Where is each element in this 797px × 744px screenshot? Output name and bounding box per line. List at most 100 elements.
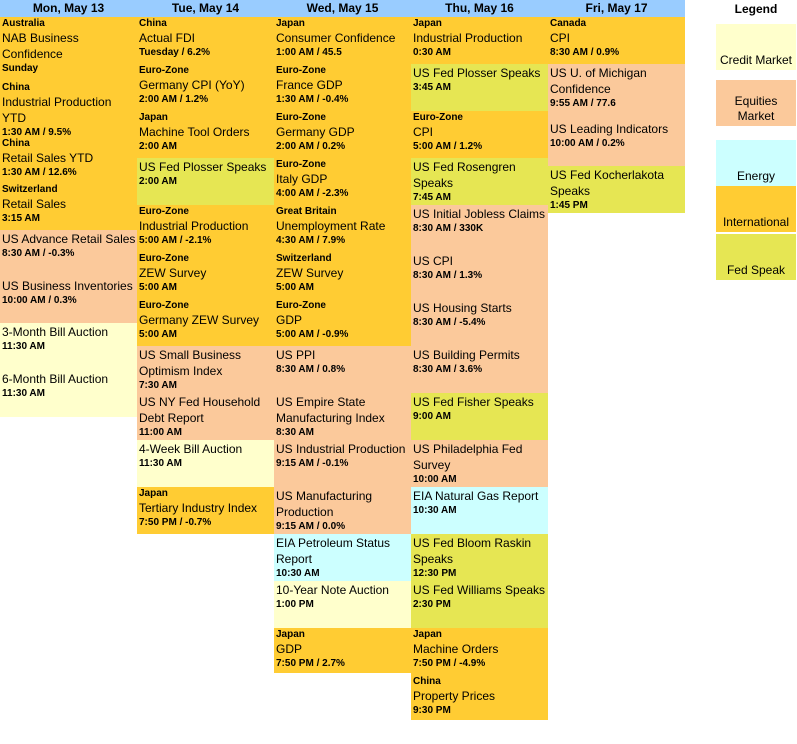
event-time: 2:00 AM / 0.2% (276, 140, 411, 153)
event-name: GDP (276, 312, 411, 328)
event-name: EIA Natural Gas Report (413, 488, 548, 504)
event-name: CPI (550, 30, 685, 46)
event-time: 4:00 AM / -2.3% (276, 187, 411, 200)
event-name: US Business Inventories (2, 278, 137, 294)
event-item: US Building Permits 8:30 AM / 3.6% (411, 346, 548, 393)
event-name: Germany CPI (YoY) (139, 77, 274, 93)
event-name: France GDP (276, 77, 411, 93)
event-name: Germany GDP (276, 124, 411, 140)
event-item: US Fed Bloom Raskin Speaks 12:30 PM (411, 534, 548, 581)
event-name: NAB Business Confidence (2, 30, 137, 62)
event-region: Canada (550, 18, 685, 30)
event-name: US NY Fed Household Debt Report (139, 394, 274, 426)
event-name: US Manufacturing Production (276, 488, 411, 520)
event-time: 9:55 AM / 77.6 (550, 97, 685, 110)
event-time: 8:30 AM / 1.3% (413, 269, 548, 282)
event-item: US PPI 8:30 AM / 0.8% (274, 346, 411, 393)
event-region: Euro-Zone (139, 300, 274, 312)
event-item: Australia NAB Business Confidence Sunday (0, 17, 137, 81)
event-time: 5:00 AM / 1.2% (413, 140, 548, 153)
event-name: US Fed Bloom Raskin Speaks (413, 535, 548, 567)
day-header: Mon, May 13 (0, 0, 137, 17)
event-item: Euro-Zone ZEW Survey 5:00 AM (137, 252, 274, 299)
event-item: China Property Prices 9:30 PM (411, 675, 548, 720)
day-column: Japan Consumer Confidence 1:00 AM / 45.5 Eu… (274, 17, 411, 673)
event-time: 8:30 AM (276, 426, 411, 439)
event-region: Great Britain (276, 206, 411, 218)
event-region: Euro-Zone (276, 65, 411, 77)
event-time: 8:30 AM / 330K (413, 222, 548, 235)
event-item: US Business Inventories 10:00 AM / 0.3% (0, 277, 137, 323)
event-time: 11:00 AM (139, 426, 274, 439)
day-header: Fri, May 17 (548, 0, 685, 17)
event-time: 2:00 AM (139, 175, 274, 188)
event-name: Industrial Production (413, 30, 548, 46)
event-time: 2:00 AM / 1.2% (139, 93, 274, 106)
event-name: US Initial Jobless Claims (413, 206, 548, 222)
event-time: 8:30 AM / 0.9% (550, 46, 685, 59)
event-region: Euro-Zone (139, 253, 274, 265)
event-item: US U. of Michigan Confidence 9:55 AM / 77… (548, 64, 685, 120)
legend-item-credit: Credit Market (716, 24, 796, 70)
event-time: 11:30 AM (2, 387, 137, 400)
event-region: Euro-Zone (276, 300, 411, 312)
legend-item-international: International (716, 186, 796, 232)
event-time: 2:00 AM (139, 140, 274, 153)
event-item: China Actual FDI Tuesday / 6.2% (137, 17, 274, 64)
event-name: US CPI (413, 253, 548, 269)
event-item: Euro-Zone Germany GDP 2:00 AM / 0.2% (274, 111, 411, 158)
event-item: US Advance Retail Sales 8:30 AM / -0.3% (0, 230, 137, 277)
event-time: 7:50 PM / -4.9% (413, 657, 548, 670)
event-region: Japan (413, 629, 548, 641)
event-item: US Philadelphia Fed Survey 10:00 AM (411, 440, 548, 487)
event-time: 9:00 AM (413, 410, 548, 423)
event-name: US Empire State Manufacturing Index (276, 394, 411, 426)
event-region: Switzerland (2, 184, 137, 196)
event-item: Euro-Zone CPI 5:00 AM / 1.2% (411, 111, 548, 158)
event-name: Industrial Production YTD (2, 94, 137, 126)
event-name: US Industrial Production (276, 441, 411, 457)
event-item: Japan GDP 7:50 PM / 2.7% (274, 628, 411, 673)
event-time: 7:50 PM / -0.7% (139, 516, 274, 529)
event-region: Japan (139, 488, 274, 500)
event-time: Sunday (2, 62, 137, 75)
event-name: Property Prices (413, 688, 548, 704)
event-name: US Leading Indicators (550, 121, 685, 137)
event-item: Switzerland ZEW Survey 5:00 AM (274, 252, 411, 299)
event-name: ZEW Survey (139, 265, 274, 281)
event-name: Unemployment Rate (276, 218, 411, 234)
event-region: Japan (276, 629, 411, 641)
event-name: Industrial Production (139, 218, 274, 234)
day-header: Tue, May 14 (137, 0, 274, 17)
day-header: Wed, May 15 (274, 0, 411, 17)
legend-item-fed: Fed Speak (716, 234, 796, 280)
event-time: 1:30 AM / 9.5% (2, 126, 137, 137)
event-name: Consumer Confidence (276, 30, 411, 46)
event-item: US Leading Indicators 10:00 AM / 0.2% (548, 120, 685, 166)
event-item: EIA Natural Gas Report 10:30 AM (411, 487, 548, 534)
event-item: Great Britain Unemployment Rate 4:30 AM / … (274, 205, 411, 252)
event-item: US Fed Williams Speaks 2:30 PM (411, 581, 548, 628)
event-region: China (413, 676, 548, 688)
event-item: US Empire State Manufacturing Index 8:30 … (274, 393, 411, 440)
event-name: US U. of Michigan Confidence (550, 65, 685, 97)
event-name: US Fed Rosengren Speaks (413, 159, 548, 191)
event-time: 5:00 AM / -0.9% (276, 328, 411, 341)
event-item: US Fed Plosser Speaks 3:45 AM (411, 64, 548, 111)
day-header-row: Mon, May 13 Tue, May 14 Wed, May 15 Thu,… (0, 0, 685, 17)
event-time: 10:00 AM (413, 473, 548, 486)
event-time: 0:30 AM (413, 46, 548, 59)
event-region: Euro-Zone (139, 65, 274, 77)
event-time: 5:00 AM / -2.1% (139, 234, 274, 247)
event-name: US Building Permits (413, 347, 548, 363)
event-item: Euro-Zone France GDP 1:30 AM / -0.4% (274, 64, 411, 111)
event-item: Japan Machine Orders 7:50 PM / -4.9% (411, 628, 548, 675)
event-time: 1:00 AM / 45.5 (276, 46, 411, 59)
event-item: Euro-Zone Germany CPI (YoY) 2:00 AM / 1.2% (137, 64, 274, 111)
event-time: 5:00 AM (139, 281, 274, 294)
event-name: US Fed Williams Speaks (413, 582, 548, 598)
event-name: GDP (276, 641, 411, 657)
event-region: China (2, 138, 137, 150)
event-item: Japan Tertiary Industry Index 7:50 PM / -0… (137, 487, 274, 534)
event-name: US Fed Kocherlakota Speaks (550, 167, 685, 199)
